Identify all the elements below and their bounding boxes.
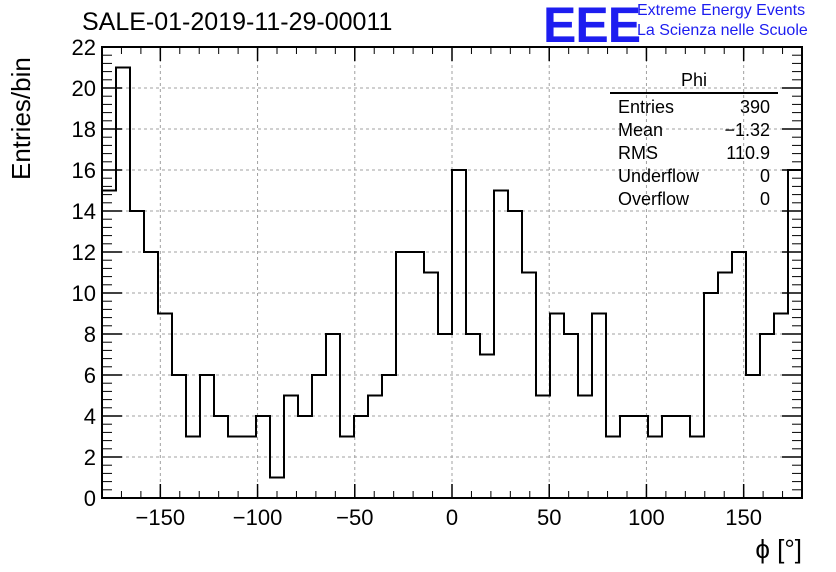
histogram-bin <box>382 375 396 498</box>
histogram-bin <box>536 396 550 499</box>
histogram-bin <box>270 478 284 499</box>
histogram-bin <box>158 314 172 499</box>
histogram-bin <box>788 170 802 498</box>
histogram-bin <box>102 191 116 499</box>
x-tick-label: −150 <box>136 505 186 530</box>
y-tick-label: 16 <box>72 158 96 183</box>
stats-box: Phi Entries 390 Mean −1.32 RMS 110.9 Und… <box>610 70 778 211</box>
logo-line-2: La Scienza nelle Scuole <box>637 22 808 39</box>
stats-label: Mean <box>618 120 664 140</box>
x-tick-label: 0 <box>446 505 458 530</box>
chart-title: SALE-01-2019-11-29-00011 <box>82 8 393 36</box>
histogram-bin <box>690 437 704 499</box>
histogram-bin <box>634 416 648 498</box>
stats-row-rms: RMS 110.9 <box>610 142 778 165</box>
y-tick-label: 22 <box>72 35 96 60</box>
histogram-bin <box>424 273 438 499</box>
y-tick-label: 0 <box>84 486 96 511</box>
y-tick-label: 20 <box>72 76 96 101</box>
y-tick-label: 10 <box>72 281 96 306</box>
stats-label: Entries <box>618 97 675 117</box>
y-axis-label: Entries/bin <box>6 57 36 180</box>
histogram-bin <box>172 375 186 498</box>
y-tick-label: 2 <box>84 445 96 470</box>
stats-value: 0 <box>759 189 770 209</box>
histogram-bin <box>242 437 256 499</box>
stats-value: 110.9 <box>726 143 770 163</box>
x-tick-label: 50 <box>537 505 561 530</box>
histogram-bin <box>284 396 298 499</box>
histogram-bin <box>354 416 368 498</box>
stats-row-entries: Entries 390 <box>610 96 778 119</box>
histogram-bin <box>410 252 424 498</box>
x-tick-label: −100 <box>233 505 283 530</box>
histogram-bin <box>746 375 760 498</box>
histogram-bin <box>606 437 620 499</box>
y-tick-label: 4 <box>84 404 96 429</box>
histogram-bin <box>256 416 270 498</box>
histogram-bin <box>522 273 536 499</box>
stats-value: 0 <box>759 166 770 186</box>
logo-line-1: Extreme Energy Events <box>637 2 806 19</box>
stats-label: Underflow <box>618 166 700 186</box>
histogram-bin <box>704 293 718 498</box>
histogram-bin <box>564 334 578 498</box>
histogram-bin <box>116 68 130 499</box>
y-tick-label: 8 <box>84 322 96 347</box>
stats-value: 390 <box>739 97 770 117</box>
y-tick-label: 12 <box>72 240 96 265</box>
histogram-bin <box>494 191 508 499</box>
histogram-bin <box>438 334 452 498</box>
histogram-bin <box>452 170 466 498</box>
stats-label: Overflow <box>618 189 690 209</box>
histogram-bin <box>186 437 200 499</box>
stats-row-underflow: Underflow 0 <box>610 165 778 188</box>
histogram-bin <box>368 396 382 499</box>
histogram-bin <box>200 375 214 498</box>
histogram-bin <box>298 416 312 498</box>
histogram-bin <box>662 416 676 498</box>
histogram-line <box>101 66 803 498</box>
tick-labels: 0 2 4 6 8 10 12 14 16 18 20 22 −150 −100 −50 0 50 100 150 <box>72 35 763 530</box>
x-tick-label: 100 <box>628 505 665 530</box>
plot-frame <box>101 46 803 499</box>
histogram-bin <box>214 416 228 498</box>
stats-value: −1.32 <box>724 120 770 140</box>
histogram-bin <box>144 252 158 498</box>
histogram-bin <box>466 334 480 498</box>
x-tick-label: 150 <box>725 505 762 530</box>
histogram-bin <box>676 416 690 498</box>
y-tick-label: 14 <box>72 199 96 224</box>
histogram-bin <box>774 314 788 499</box>
histogram-bin <box>326 334 340 498</box>
y-tick-label: 6 <box>84 363 96 388</box>
y-tick-label: 18 <box>72 117 96 142</box>
x-axis-label: ϕ [°] <box>755 534 802 564</box>
histogram-bin <box>340 437 354 499</box>
eee-logo: EEE <box>543 0 641 53</box>
histogram-bin <box>396 252 410 498</box>
histogram-bin <box>648 437 662 499</box>
histogram-bin <box>620 416 634 498</box>
histogram-bin <box>550 314 564 499</box>
histogram-bin <box>760 334 774 498</box>
stats-box-title: Phi <box>610 70 778 94</box>
stats-row-mean: Mean −1.32 <box>610 119 778 142</box>
stats-row-overflow: Overflow 0 <box>610 188 778 211</box>
stats-label: RMS <box>618 143 658 163</box>
histogram-bin <box>718 273 732 499</box>
histogram-bin <box>480 355 494 499</box>
x-tick-label: −50 <box>336 505 373 530</box>
histogram-bin <box>592 314 606 499</box>
histogram-bin <box>228 437 242 499</box>
histogram-bin <box>578 396 592 499</box>
histogram-bin <box>312 375 326 498</box>
histogram-bin <box>130 211 144 498</box>
histogram-bin <box>508 211 522 498</box>
histogram-bin <box>732 252 746 498</box>
